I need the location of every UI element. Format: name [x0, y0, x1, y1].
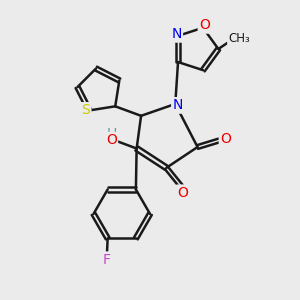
Text: H: H: [106, 127, 116, 141]
Text: CH₃: CH₃: [228, 32, 250, 45]
Text: O: O: [106, 133, 117, 147]
Text: S: S: [81, 103, 90, 117]
Text: O: O: [177, 186, 188, 200]
Text: O: O: [199, 18, 210, 32]
Text: F: F: [103, 253, 111, 267]
Text: N: N: [172, 98, 183, 112]
Text: O: O: [220, 132, 231, 146]
Text: N: N: [171, 27, 182, 41]
